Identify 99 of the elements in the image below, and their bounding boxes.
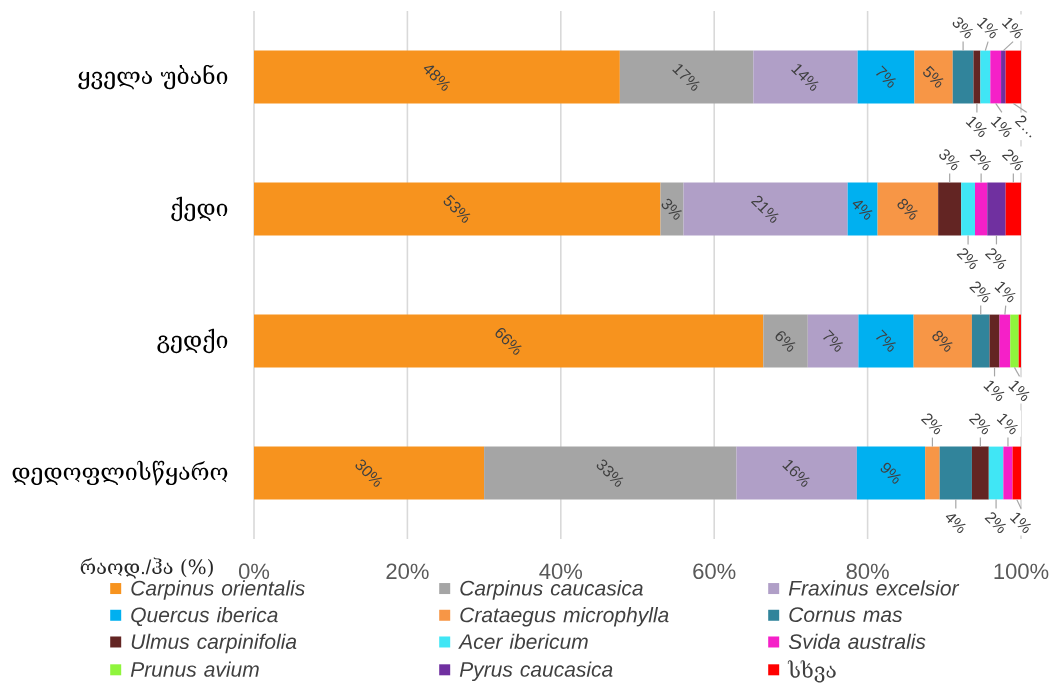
data-label: 4% — [852, 200, 873, 220]
data-label: 1% — [1008, 380, 1030, 402]
bar — [856, 446, 926, 500]
bar — [619, 50, 754, 104]
data-label: 2% — [969, 149, 992, 171]
data-label: 2% — [969, 281, 991, 303]
bar — [763, 314, 808, 368]
bar — [988, 446, 1004, 500]
data-label: 2% — [1001, 149, 1024, 171]
bar — [484, 446, 737, 500]
data-label: 8% — [897, 198, 918, 220]
legend-label: Ulmus carpinifolia — [131, 633, 297, 654]
data-label: 2% — [984, 248, 1007, 270]
bar — [939, 446, 972, 500]
bar — [807, 314, 859, 368]
bar — [971, 446, 989, 500]
bar — [990, 50, 1002, 104]
bar — [877, 182, 939, 236]
data-label: 2… — [1014, 115, 1032, 138]
data-label: 2% — [920, 413, 943, 435]
bar — [858, 314, 914, 368]
data-label: 8% — [932, 330, 953, 352]
data-label: 3% — [939, 149, 960, 171]
data-label: 48% — [423, 65, 451, 91]
data-label: 66% — [495, 327, 522, 355]
data-label: 9% — [880, 462, 902, 484]
legend-label: Carpinus caucasica — [460, 580, 643, 600]
data-label: 3% — [661, 198, 683, 220]
y-tick-label: დედოფლისწყარო — [12, 460, 228, 486]
legend-label: Cornus mas — [789, 607, 903, 623]
legend-label: Prunus avium — [130, 661, 259, 677]
bar — [1001, 50, 1006, 104]
data-label: 17% — [672, 64, 700, 91]
data-label: 14% — [791, 64, 819, 91]
legend-label: Fraxinus excelsior — [788, 580, 960, 596]
legend-label: Quercus iberica — [131, 606, 278, 627]
data-label: 16% — [782, 460, 810, 487]
bar — [973, 50, 981, 104]
bar — [254, 314, 764, 368]
bar — [683, 182, 848, 236]
data-label: 4% — [945, 514, 966, 534]
bar — [857, 50, 915, 104]
x-axis-title: რაოდ./ჰა (%) — [80, 557, 213, 579]
bar — [999, 314, 1011, 368]
bar — [987, 182, 1006, 236]
x-tick-label: 0% — [238, 563, 270, 580]
bar — [1005, 182, 1021, 236]
y-tick-label: ყველა უბანი — [78, 64, 228, 90]
data-label: 1% — [1009, 512, 1032, 534]
bar — [1010, 314, 1019, 368]
data-label: 1% — [983, 380, 1005, 402]
bar — [847, 182, 878, 236]
data-label: 1% — [965, 116, 987, 138]
legend-label: Crataegus microphylla — [460, 606, 669, 627]
bar — [938, 182, 962, 236]
bar — [736, 446, 857, 500]
data-label: 1% — [990, 116, 1012, 138]
data-label: 2% — [968, 413, 991, 435]
data-label: 1% — [1001, 17, 1024, 39]
bar — [952, 50, 974, 104]
bar — [254, 50, 620, 104]
bar — [660, 182, 684, 236]
bar — [971, 314, 990, 368]
y-tick-label: გედქი — [157, 328, 228, 354]
bar — [914, 50, 953, 104]
x-tick-label: 40% — [539, 563, 583, 580]
data-label: 5% — [923, 65, 944, 88]
x-tick-label: 80% — [846, 563, 889, 580]
data-label: 2% — [956, 248, 979, 270]
data-label: 7% — [875, 329, 897, 352]
bar — [925, 446, 940, 500]
bar — [974, 182, 988, 236]
bar — [980, 50, 991, 104]
data-label: 1% — [994, 281, 1016, 303]
bar — [961, 182, 975, 236]
legend-label: Acer ibericum — [458, 633, 588, 650]
data-label: 1% — [996, 413, 1018, 435]
legend-label: სხვა — [787, 660, 836, 683]
bar — [1005, 50, 1021, 104]
data-label: 6% — [775, 331, 796, 352]
bar — [913, 314, 972, 368]
bar — [1003, 446, 1013, 500]
bar — [989, 314, 1000, 368]
data-label: 3% — [952, 17, 974, 39]
legend-label: Svida australis — [788, 633, 926, 650]
bar — [254, 446, 485, 500]
bar — [1012, 446, 1021, 500]
data-label: 7% — [823, 329, 844, 352]
data-label: 1% — [976, 17, 999, 39]
x-tick-label: 100% — [994, 563, 1049, 580]
data-label: 2% — [984, 512, 1007, 534]
x-tick-label: 20% — [386, 563, 429, 580]
data-label: 7% — [875, 65, 897, 88]
y-tick-label: ქედი — [171, 196, 228, 222]
legend-label: Pyrus caucasica — [459, 661, 613, 682]
bar — [753, 50, 858, 104]
bar — [254, 182, 661, 236]
legend-label: Carpinus orientalis — [131, 580, 305, 600]
x-tick-label: 60% — [693, 563, 736, 580]
